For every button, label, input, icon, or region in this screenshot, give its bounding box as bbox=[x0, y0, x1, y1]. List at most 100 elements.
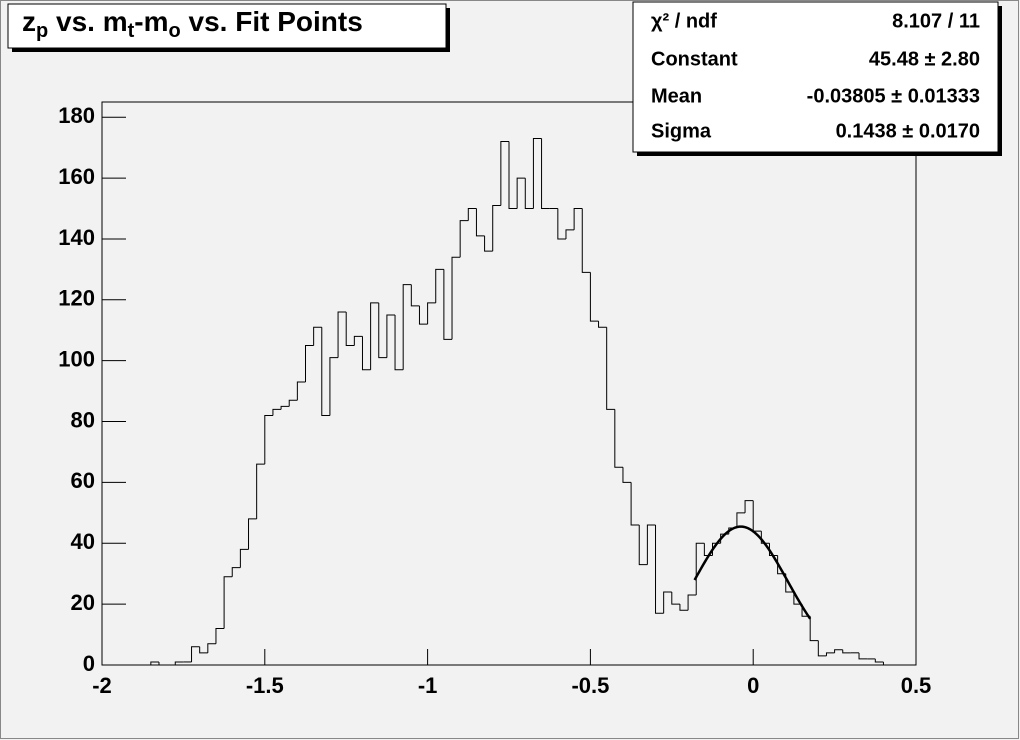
title-box bbox=[7, 3, 447, 49]
y-tick-label: 80 bbox=[71, 407, 95, 432]
histogram-bin bbox=[630, 482, 640, 526]
histogram-bin bbox=[606, 327, 615, 410]
histogram-bin bbox=[410, 284, 420, 307]
x-tick-label: -1.5 bbox=[246, 673, 284, 698]
histogram-bin bbox=[581, 208, 591, 273]
histogram-bin bbox=[622, 467, 632, 483]
histogram-bin bbox=[663, 591, 672, 614]
histogram-bin bbox=[272, 408, 282, 416]
y-tick-label: 160 bbox=[58, 164, 95, 189]
y-tick-label: 20 bbox=[71, 590, 95, 615]
stats-value: 0.1438 ± 0.0170 bbox=[836, 120, 980, 142]
histogram-bin bbox=[361, 336, 371, 371]
histogram-bin bbox=[589, 272, 599, 322]
histogram-bin bbox=[687, 594, 697, 611]
histogram-bin bbox=[565, 229, 575, 239]
histogram-bin bbox=[248, 518, 257, 550]
histogram-bin bbox=[825, 652, 835, 656]
y-tick-label: 120 bbox=[58, 286, 95, 311]
y-tick-label: 60 bbox=[71, 468, 95, 493]
histogram-bin bbox=[793, 591, 803, 605]
histogram-bin bbox=[475, 208, 485, 237]
histogram-bin bbox=[598, 321, 607, 328]
histogram-bin bbox=[646, 524, 656, 565]
histogram-bin bbox=[679, 604, 689, 611]
chart-title: zp vs. mt-mo vs. Fit Points bbox=[22, 6, 363, 42]
stats-label: Mean bbox=[651, 85, 702, 107]
y-tick-label: 40 bbox=[71, 529, 95, 554]
histogram-bin bbox=[858, 652, 868, 660]
histogram-bin bbox=[264, 414, 273, 465]
y-tick-label: 180 bbox=[58, 103, 95, 128]
histogram-bin bbox=[386, 314, 396, 358]
stats-label: χ² / ndf bbox=[651, 10, 717, 32]
histogram-bin bbox=[541, 138, 550, 210]
title-text: vs. Fit Points bbox=[181, 6, 363, 37]
histogram-bin bbox=[744, 500, 754, 513]
histogram-bin bbox=[378, 302, 387, 359]
histogram-bin bbox=[215, 627, 225, 644]
fit-curve bbox=[693, 525, 812, 620]
title-subscript: t bbox=[128, 20, 135, 42]
histogram-bin bbox=[239, 548, 249, 568]
histogram-bin bbox=[418, 305, 428, 325]
histogram-bin bbox=[655, 525, 664, 614]
histogram-bin bbox=[370, 302, 379, 370]
histogram-bin bbox=[768, 543, 778, 556]
histogram-bin bbox=[394, 315, 404, 371]
histogram-bin bbox=[516, 177, 526, 209]
histogram-bin bbox=[223, 576, 233, 629]
histogram-bin bbox=[402, 284, 412, 370]
histogram-bin bbox=[329, 357, 339, 416]
stats-label: Sigma bbox=[651, 120, 712, 142]
histogram-bin bbox=[345, 311, 355, 346]
histogram-bin bbox=[524, 178, 534, 210]
stats-value: -0.03805 ± 0.01333 bbox=[807, 85, 980, 107]
histogram-bin bbox=[508, 141, 518, 210]
histogram-bin bbox=[451, 256, 461, 340]
stats-value: 45.48 ± 2.80 bbox=[869, 48, 980, 70]
histogram-bin bbox=[459, 220, 469, 258]
histogram-bin bbox=[874, 658, 884, 663]
histogram-bin bbox=[288, 399, 298, 407]
stats-value: 8.107 / 11 bbox=[892, 10, 980, 32]
histogram-bin bbox=[296, 381, 306, 401]
histogram-bin bbox=[280, 405, 290, 410]
histogram-bin bbox=[557, 208, 566, 240]
histogram-bin bbox=[809, 616, 819, 642]
histogram-bin bbox=[492, 204, 501, 252]
title-text: vs. m bbox=[48, 6, 127, 37]
histogram-bin bbox=[760, 531, 770, 544]
histogram-bin bbox=[671, 591, 680, 605]
histogram-bin bbox=[736, 512, 746, 529]
histogram-bin bbox=[532, 138, 542, 209]
x-tick-label: -0.5 bbox=[571, 673, 609, 698]
histogram-bin bbox=[231, 567, 241, 577]
histogram-bin bbox=[337, 311, 347, 358]
histogram-bin bbox=[842, 649, 851, 654]
histogram-bin bbox=[305, 344, 314, 382]
histogram-bin bbox=[882, 661, 892, 666]
y-tick-label: 140 bbox=[58, 225, 95, 250]
title-text: z bbox=[22, 6, 36, 37]
y-tick-label: 0 bbox=[83, 651, 95, 676]
histogram-bin bbox=[817, 640, 827, 657]
histogram-bin bbox=[321, 327, 330, 416]
histogram-bin bbox=[573, 208, 583, 230]
histogram-bin bbox=[614, 409, 623, 468]
histogram-bin bbox=[313, 326, 322, 346]
title-subscript: o bbox=[169, 20, 181, 42]
histogram-bin bbox=[207, 643, 216, 653]
histogram-bin bbox=[467, 208, 477, 221]
histogram-bin bbox=[435, 268, 444, 303]
histogram-bin bbox=[150, 661, 159, 665]
histogram-bin bbox=[158, 661, 168, 666]
x-tick-label: -2 bbox=[92, 673, 112, 698]
title-text: -m bbox=[134, 6, 168, 37]
title-subscript: p bbox=[36, 20, 48, 42]
histogram-bin bbox=[500, 141, 509, 206]
histogram-bin bbox=[427, 302, 436, 325]
histogram-bin bbox=[484, 235, 493, 252]
